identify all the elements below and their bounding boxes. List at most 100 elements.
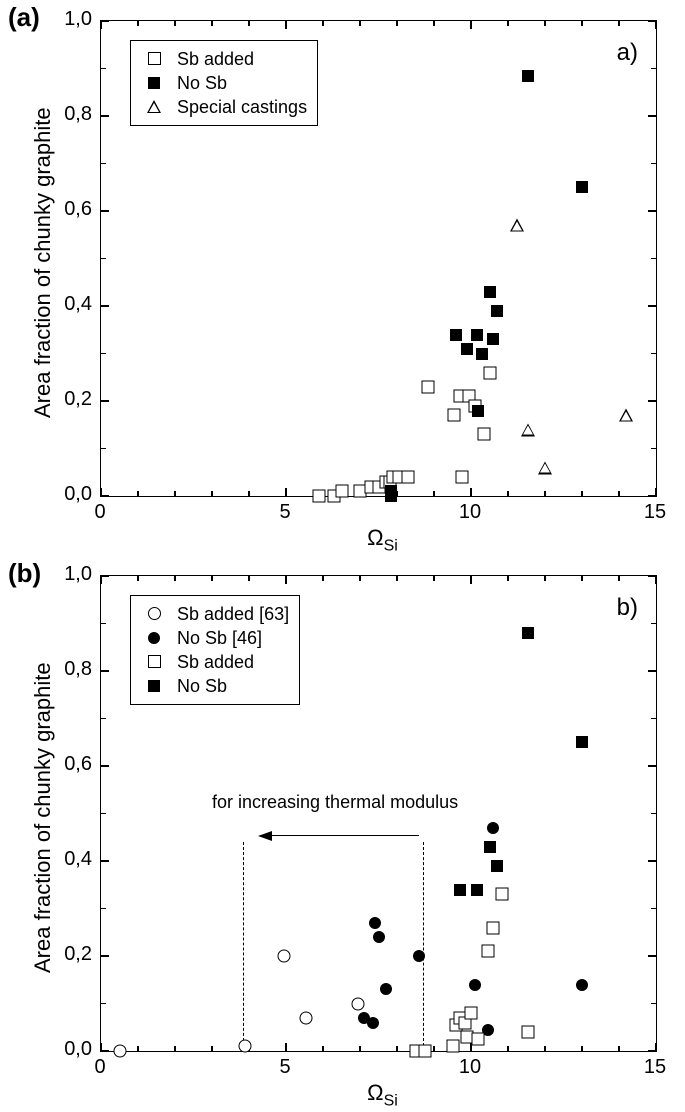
legend-label: No Sb [177,676,227,697]
xtick-label: 5 [265,1056,305,1079]
data-point [487,822,499,834]
yminor [651,1003,656,1005]
ytick-label: 0,4 [50,293,92,316]
xminor [544,21,546,26]
legend-marker [139,98,169,116]
ylabel: Area fraction of chunky graphite [30,662,56,973]
data-point [448,409,461,422]
data-point [413,950,425,962]
xminor [248,491,250,496]
yminor [101,718,106,720]
annotation-text: for increasing thermal modulus [212,792,458,813]
data-point [521,423,535,436]
data-point [471,329,483,341]
xminor [507,1046,509,1051]
legend-row: Sb added [63] [139,602,289,626]
yminor [651,448,656,450]
ytick-label: 0,8 [50,103,92,126]
legend-label: No Sb [177,73,227,94]
data-point [491,305,503,317]
ytick [101,765,109,767]
ytick [648,305,656,307]
ytick [101,495,109,497]
ytick [648,860,656,862]
ytick [648,670,656,672]
legend-label: Sb added [63] [177,604,289,625]
data-point [472,405,484,417]
data-point [619,409,633,422]
xtick-label: 5 [265,501,305,524]
ytick [101,955,109,957]
data-point [491,860,503,872]
xtick [470,488,472,496]
data-point [477,428,490,441]
data-point [487,921,500,934]
yminor [101,623,106,625]
ytick [101,575,109,577]
yminor [101,258,106,260]
legend-label: Sb added [177,49,254,70]
xtick [285,488,287,496]
data-point [418,1045,431,1058]
data-point [483,366,496,379]
data-point [471,884,483,896]
ytick-label: 0,2 [50,943,92,966]
data-point [450,329,462,341]
xminor [322,1046,324,1051]
xtick-label: 10 [450,501,490,524]
ytick [648,955,656,957]
xminor [359,576,361,581]
xminor [618,21,620,26]
data-point [352,997,365,1010]
data-point [367,1017,379,1029]
legend-label: Special castings [177,97,307,118]
yminor [651,908,656,910]
inner-plot-label: a) [617,39,638,67]
xtick [285,1043,287,1051]
xminor [544,1046,546,1051]
xtick [470,21,472,29]
data-point [313,490,326,503]
legend-row: Sb added [139,47,307,71]
legend-marker [139,677,169,695]
data-point [422,380,435,393]
xminor [507,21,509,26]
legend-row: Sb added [139,650,289,674]
data-point [278,950,291,963]
data-point [487,333,499,345]
xminor [174,1046,176,1051]
xminor [396,1046,398,1051]
xminor [618,1046,620,1051]
xminor [507,576,509,581]
yminor [101,813,106,815]
xtick-label: 15 [635,501,675,524]
data-point [522,70,534,82]
ytick-label: 0,4 [50,848,92,871]
ytick-label: 0,2 [50,388,92,411]
xminor [137,1046,139,1051]
yminor [651,718,656,720]
xminor [211,576,213,581]
yminor [651,68,656,70]
legend-row: No Sb [139,71,307,95]
xtick [655,488,657,496]
xminor [618,491,620,496]
ytick [101,115,109,117]
data-point [446,1040,459,1053]
xtick [100,576,102,584]
ylabel: Area fraction of chunky graphite [30,107,56,418]
ytick [101,210,109,212]
xtick [285,21,287,29]
xminor [396,21,398,26]
data-point [538,461,552,474]
ytick [101,1050,109,1052]
yminor [101,353,106,355]
xminor [581,491,583,496]
yminor [651,353,656,355]
xlabel-main: Ω [367,525,383,550]
legend-marker [139,605,169,623]
xminor [211,491,213,496]
data-point [455,471,468,484]
xminor [137,21,139,26]
xminor [544,491,546,496]
